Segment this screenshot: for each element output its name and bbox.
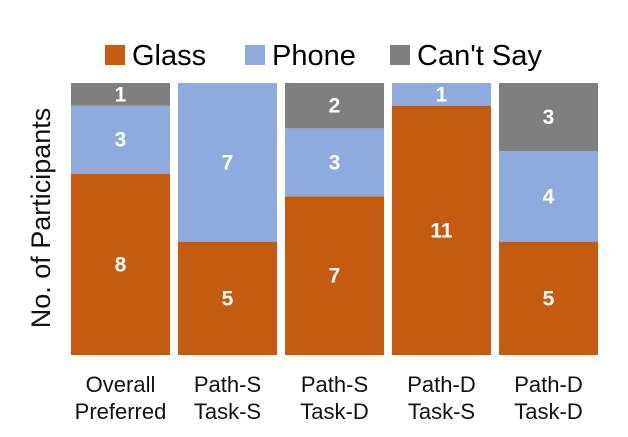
- legend-swatch-glass: [105, 45, 125, 65]
- bar-glass-3: [285, 196, 384, 355]
- bar-phone-2: [178, 83, 277, 242]
- x-tick-label-5-line-2: Task-D: [514, 399, 582, 424]
- legend-label-can-t-say: Can't Say: [417, 40, 542, 72]
- x-tick-label-5-line-1: Path-D: [514, 372, 582, 397]
- bar-phone-1: [71, 105, 170, 174]
- bar-glass-5: [499, 241, 598, 355]
- legend-label-phone: Phone: [272, 40, 356, 72]
- y-axis-label: No. of Participants: [26, 108, 56, 329]
- legend-swatch-phone: [245, 45, 265, 65]
- bar-phone-5: [499, 151, 598, 242]
- x-tick-label-3-line-2: Task-D: [300, 399, 368, 424]
- x-tick-label-4-line-2: Task-S: [408, 399, 475, 424]
- data-label-glass-1: 8: [115, 253, 127, 276]
- x-tick-label-4-line-1: Path-D: [407, 372, 475, 397]
- x-tick-label-2-line-2: Task-S: [194, 399, 261, 424]
- data-label-glass-3: 7: [329, 265, 341, 288]
- data-label-phone-1: 3: [115, 129, 127, 152]
- data-label-phone-5: 4: [543, 185, 555, 208]
- legend-label-glass: Glass: [132, 40, 206, 72]
- bar-can-t-say-3: [285, 83, 384, 129]
- x-tick-label-2-line-1: Path-S: [194, 372, 261, 397]
- bar-phone-4: [392, 83, 491, 106]
- bar-can-t-say-1: [71, 83, 170, 106]
- data-label-can-t-say-3: 2: [329, 95, 341, 118]
- bar-glass-1: [71, 173, 170, 355]
- data-label-phone-2: 7: [222, 151, 234, 174]
- bar-glass-4: [392, 105, 491, 356]
- legend-swatch-can-t-say: [390, 45, 410, 65]
- data-label-glass-2: 5: [222, 287, 234, 310]
- data-label-can-t-say-1: 1: [115, 83, 127, 106]
- x-tick-label-1-line-2: Preferred: [75, 399, 167, 424]
- data-label-phone-3: 3: [329, 151, 341, 174]
- bar-phone-3: [285, 128, 384, 197]
- data-label-glass-4: 11: [430, 219, 453, 242]
- data-label-can-t-say-5: 3: [543, 106, 555, 129]
- data-label-glass-5: 5: [543, 287, 555, 310]
- bar-glass-2: [178, 241, 277, 355]
- data-label-phone-4: 1: [436, 83, 448, 106]
- x-tick-label-3-line-1: Path-S: [301, 372, 368, 397]
- x-axis-ticks: OverallPreferredPath-STask-SPath-STask-D…: [75, 372, 583, 424]
- x-tick-label-1-line-1: Overall: [86, 372, 156, 397]
- legend: Glass Phone Can't Say: [105, 40, 542, 72]
- bar-can-t-say-5: [499, 83, 598, 151]
